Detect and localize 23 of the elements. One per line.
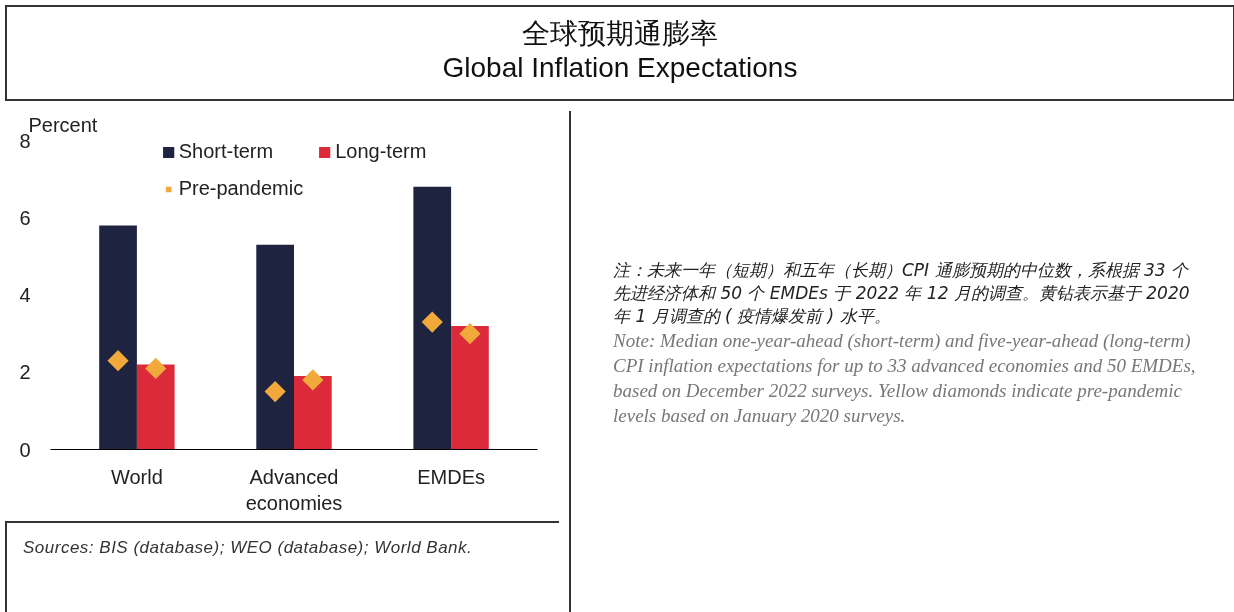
y-axis-title: Percent	[28, 113, 98, 136]
bar	[256, 244, 294, 450]
legend-label: Long-term	[335, 140, 427, 163]
x-tick-label: World	[110, 465, 163, 488]
bar	[294, 376, 332, 450]
bar	[413, 186, 452, 450]
text: Global Inflation Expectations	[442, 52, 798, 83]
y-tick-label: 4	[19, 284, 31, 306]
bar	[99, 225, 137, 450]
legend-label: Short-term	[178, 140, 274, 163]
text: Note: Median one-year-ahead (short-term) and five-year-ahead (long-term) CPI inflation expectations for up to 33 advanced economies and 50 EMDEs, based on December 2022 surveys. Yellow diamonds indicate pre-pandemic levels based on January 2020 surveys.	[613, 329, 1197, 428]
bar	[136, 364, 175, 450]
legend-label: Pre-pandemic	[178, 177, 304, 200]
y-tick-label: 6	[19, 206, 31, 229]
x-tick-label: Advanced economies	[245, 465, 343, 514]
source-note: Sources: BIS (database); WEO (database); World Bank.	[23, 537, 474, 559]
y-tick-label: 8	[19, 129, 31, 152]
text: 注：未来一年（短期）和五年（长期）CPI 通膨预期的中位数，系根据 33 个先进经济体和 50 个 EMDEs 于 2022 年 12 月的调查。黄钻表示基于 2020 年 1 月调查的 ( 疫情爆发前 ) 水平。	[613, 259, 1191, 328]
y-tick-label: 0	[19, 438, 31, 461]
y-tick-label: 2	[19, 361, 31, 384]
x-tick-label: EMDEs	[417, 465, 485, 488]
text: 全球预期通膨率	[522, 18, 718, 49]
bar	[451, 325, 489, 450]
